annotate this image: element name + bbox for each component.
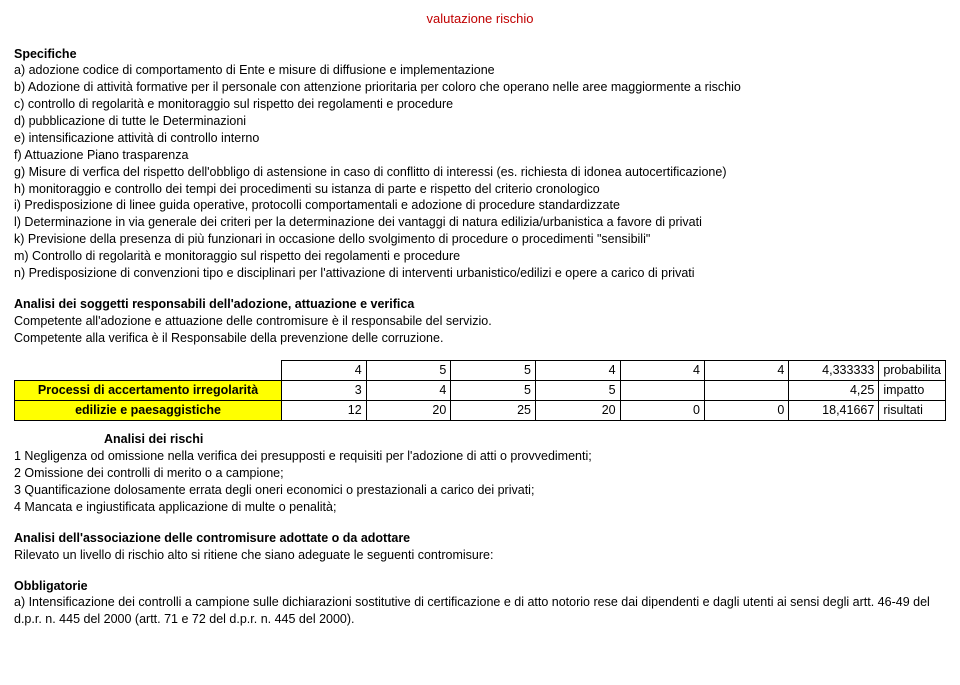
list-item: 3 Quantificazione dolosamente errata deg…: [14, 482, 946, 499]
body-line: Competente all'adozione e attuazione del…: [14, 313, 946, 330]
table-row: edilizie e paesaggistiche 12 20 25 20 0 …: [15, 401, 946, 421]
table-row: 4 5 5 4 4 4 4,333333 probabilita: [15, 361, 946, 381]
cell: 0: [620, 401, 704, 421]
cell: 4: [282, 361, 367, 381]
list-item: g) Misure di verfica del rispetto dell'o…: [14, 164, 946, 181]
result-cell: 18,41667: [789, 401, 879, 421]
list-item: l) Determinazione in via generale dei cr…: [14, 214, 946, 231]
cell: 0: [704, 401, 788, 421]
list-item: f) Attuazione Piano trasparenza: [14, 147, 946, 164]
cell: 20: [535, 401, 620, 421]
list-item: k) Previsione della presenza di più funz…: [14, 231, 946, 248]
list-item: c) controllo di regolarità e monitoraggi…: [14, 96, 946, 113]
cell: 4: [704, 361, 788, 381]
associazione-heading: Analisi dell'associazione delle contromi…: [14, 530, 946, 547]
analisi-rischi-heading: Analisi dei rischi: [104, 432, 203, 446]
specifiche-block: Specifiche a) adozione codice di comport…: [14, 46, 946, 282]
list-item: 2 Omissione dei controlli di merito o a …: [14, 465, 946, 482]
cell: 12: [282, 401, 367, 421]
cell: 5: [451, 361, 536, 381]
list-item: d) pubblicazione di tutte le Determinazi…: [14, 113, 946, 130]
cell: 20: [366, 401, 451, 421]
list-item: b) Adozione di attività formative per il…: [14, 79, 946, 96]
list-item: 4 Mancata e ingiustificata applicazione …: [14, 499, 946, 516]
specifiche-heading: Specifiche: [14, 47, 77, 61]
metric-cell: probabilita: [879, 361, 946, 381]
list-item: e) intensificazione attività di controll…: [14, 130, 946, 147]
cell: [620, 381, 704, 401]
body-line: Competente alla verifica è il Responsabi…: [14, 330, 946, 347]
analisi-soggetti-heading: Analisi dei soggetti responsabili dell'a…: [14, 297, 414, 311]
table-row: Processi di accertamento irregolarità 3 …: [15, 381, 946, 401]
cell: [704, 381, 788, 401]
obbligatorie-block: Obbligatorie a) Intensificazione dei con…: [14, 578, 946, 629]
scores-table: 4 5 5 4 4 4 4,333333 probabilita Process…: [14, 360, 946, 421]
list-item: a) adozione codice di comportamento di E…: [14, 62, 946, 79]
analisi-soggetti-block: Analisi dei soggetti responsabili dell'a…: [14, 296, 946, 347]
page-title: valutazione rischio: [14, 10, 946, 28]
list-item: m) Controllo di regolarità e monitoraggi…: [14, 248, 946, 265]
list-item: i) Predisposizione di linee guida operat…: [14, 197, 946, 214]
obbligatorie-heading: Obbligatorie: [14, 578, 946, 595]
cell: 5: [366, 361, 451, 381]
specifiche-list: a) adozione codice di comportamento di E…: [14, 62, 946, 281]
list-item: 1 Negligenza od omissione nella verifica…: [14, 448, 946, 465]
metric-cell: risultati: [879, 401, 946, 421]
result-cell: 4,25: [789, 381, 879, 401]
cell: 4: [535, 361, 620, 381]
associazione-block: Analisi dell'associazione delle contromi…: [14, 530, 946, 564]
cell: 25: [451, 401, 536, 421]
body-line: Rilevato un livello di rischio alto si r…: [14, 547, 946, 564]
cell: 3: [282, 381, 367, 401]
list-item: n) Predisposizione di convenzioni tipo e…: [14, 265, 946, 282]
cell: 4: [620, 361, 704, 381]
result-cell: 4,333333: [789, 361, 879, 381]
body-line: a) Intensificazione dei controlli a camp…: [14, 594, 946, 628]
cell: 4: [366, 381, 451, 401]
cell: 5: [451, 381, 536, 401]
list-item: h) monitoraggio e controllo dei tempi de…: [14, 181, 946, 198]
row-label: edilizie e paesaggistiche: [15, 401, 282, 421]
cell: 5: [535, 381, 620, 401]
metric-cell: impatto: [879, 381, 946, 401]
analisi-rischi-block: Analisi dei rischi 1 Negligenza od omiss…: [14, 431, 946, 515]
row-label: Processi di accertamento irregolarità: [15, 381, 282, 401]
